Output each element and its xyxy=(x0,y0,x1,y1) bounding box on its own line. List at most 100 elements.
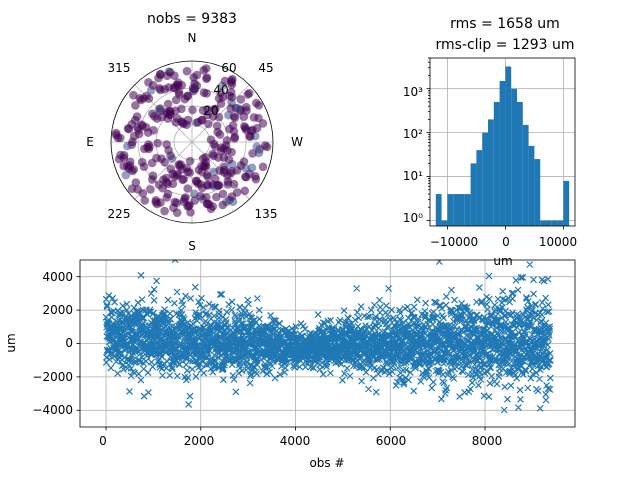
polar-point xyxy=(183,91,193,101)
polar-point xyxy=(152,153,161,163)
polar-point xyxy=(233,104,243,113)
histogram-bar xyxy=(476,150,483,226)
polar-point xyxy=(225,91,234,101)
histogram-title-line2: rms-clip = 1293 um xyxy=(435,37,574,53)
polar-point xyxy=(192,177,201,186)
histogram-x-tick-label-neg10000: −10000 xyxy=(430,235,478,249)
histogram-bar xyxy=(441,220,448,226)
polar-point xyxy=(248,149,257,158)
direction-label-w: W xyxy=(291,135,303,149)
polar-point xyxy=(211,104,220,114)
polar-point xyxy=(240,186,250,196)
residual-y-tick-label-neg2000: −2000 xyxy=(32,370,73,384)
polar-point xyxy=(254,101,264,110)
polar-point xyxy=(131,178,141,187)
polar-point xyxy=(137,157,147,167)
residual-y-tick-label-neg4000: −4000 xyxy=(32,403,73,417)
histogram-bar xyxy=(540,220,546,226)
polar-point xyxy=(162,71,172,80)
residual-x-tick-label-6000: 6000 xyxy=(376,434,407,448)
polar-point xyxy=(140,144,149,154)
polar-point xyxy=(239,112,249,121)
polar-point xyxy=(220,76,230,86)
polar-point xyxy=(166,107,175,116)
residual-x-tick-label-0: 0 xyxy=(99,434,107,448)
histogram-bar xyxy=(482,132,488,226)
histogram-bar xyxy=(546,220,552,226)
polar-point xyxy=(166,151,175,160)
polar-point xyxy=(197,183,207,193)
polar-point xyxy=(219,144,229,153)
polar-point xyxy=(137,120,146,129)
polar-point xyxy=(202,73,212,82)
polar-point xyxy=(192,70,202,80)
polar-point xyxy=(212,192,221,202)
polar-point xyxy=(131,101,140,110)
polar-point xyxy=(149,126,158,135)
polar-point xyxy=(212,121,222,131)
polar-point xyxy=(204,119,213,129)
polar-point xyxy=(245,131,254,141)
histogram-x-tick-label-0: 0 xyxy=(502,235,510,249)
polar-outer-spine xyxy=(110,60,274,224)
polar-point xyxy=(158,183,167,193)
histogram-bar xyxy=(447,194,454,226)
polar-point xyxy=(156,198,165,207)
histogram-bar xyxy=(557,220,564,226)
radial-tick-label-60: 60 xyxy=(221,61,236,75)
polar-point xyxy=(198,106,208,115)
polar-point xyxy=(197,161,206,171)
polar-point xyxy=(182,66,192,76)
residual-points xyxy=(102,260,554,414)
polar-point xyxy=(215,130,225,139)
polar-point xyxy=(209,151,218,161)
polar-point xyxy=(153,138,162,148)
direction-label-n: N xyxy=(188,31,197,45)
histogram-bar xyxy=(517,101,523,226)
histogram-bar xyxy=(488,119,494,226)
polar-point xyxy=(251,174,261,184)
histogram-y-tick-label-10e3: 10³ xyxy=(403,85,423,99)
polar-point xyxy=(134,129,144,139)
histogram-bar xyxy=(534,159,541,226)
azimuth-tick-label-225: 225 xyxy=(108,207,131,221)
histogram-x-tick-label-10000: 10000 xyxy=(539,235,577,249)
polar-point xyxy=(162,177,171,187)
radial-tick-label-20: 20 xyxy=(203,104,218,118)
polar-point xyxy=(199,88,209,97)
polar-point xyxy=(123,162,132,171)
polar-point xyxy=(170,172,179,181)
polar-point xyxy=(228,121,238,130)
polar-point xyxy=(227,192,237,201)
polar-point xyxy=(127,120,137,129)
polar-point xyxy=(236,161,246,170)
histogram-y-tick-label-10e0: 10⁰ xyxy=(403,211,423,225)
residual-histogram: rms = 1658 um rms-clip = 1293 um −10000 … xyxy=(403,16,577,268)
direction-label-e: E xyxy=(86,135,94,149)
polar-title: nobs = 9383 xyxy=(147,11,237,27)
polar-point xyxy=(185,168,194,177)
polar-point xyxy=(116,150,125,160)
histogram-bar xyxy=(499,80,506,226)
polar-point xyxy=(222,136,232,145)
histogram-title-line1: rms = 1658 um xyxy=(450,16,560,32)
histogram-y-tick-label-10e1: 10¹ xyxy=(403,169,423,183)
polar-point xyxy=(218,189,228,199)
histogram-bar xyxy=(459,194,465,226)
polar-point xyxy=(166,164,176,174)
residual-x-tick-label-4000: 4000 xyxy=(280,434,311,448)
polar-point xyxy=(252,142,262,151)
residual-y-tick-label-2000: 2000 xyxy=(42,303,73,317)
azimuth-tick-label-315: 315 xyxy=(108,61,131,75)
polar-point xyxy=(171,118,181,127)
residual-x-axis-label: obs # xyxy=(309,456,344,470)
radial-tick-label-40: 40 xyxy=(213,83,228,97)
histogram-bar xyxy=(522,124,529,226)
histogram-bar xyxy=(470,163,477,226)
polar-point xyxy=(140,196,150,205)
polar-point xyxy=(129,90,138,100)
polar-point xyxy=(244,88,254,98)
polar-point xyxy=(155,84,164,93)
polar-point xyxy=(190,84,199,94)
